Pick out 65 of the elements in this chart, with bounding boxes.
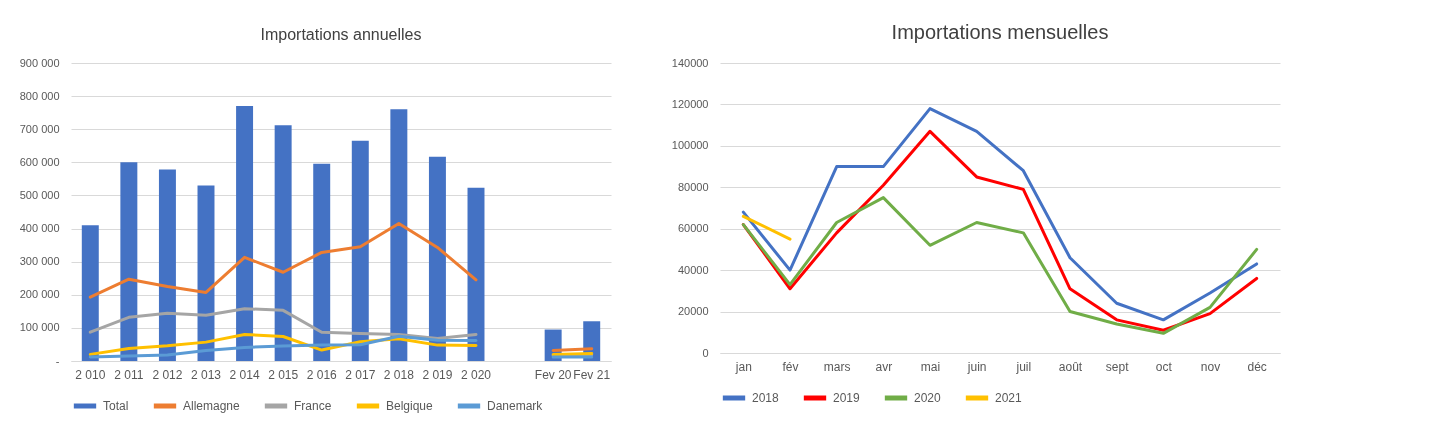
x-tick-label: août [1058, 359, 1083, 374]
bar [467, 187, 485, 361]
legend-label: Total [103, 399, 129, 413]
y-tick-label: 120000 [671, 97, 709, 110]
x-tick-label: déc [1247, 359, 1267, 374]
legend-label: France [294, 399, 332, 413]
y-tick-label: 500 000 [19, 188, 60, 201]
x-tick-label: Fev 20 [534, 367, 572, 382]
bar [120, 162, 138, 361]
x-tick-label: fév [782, 359, 799, 374]
y-tick-label: 700 000 [19, 122, 60, 135]
legend-label: Belgique [386, 399, 434, 413]
x-tick-label: 2 014 [229, 367, 260, 382]
bar [158, 169, 176, 361]
x-tick-label: avr [875, 359, 893, 374]
bar [351, 140, 369, 361]
chart-title: Importations mensuelles [891, 21, 1109, 43]
legend-label: 2018 [752, 391, 780, 405]
x-tick-label: nov [1200, 359, 1221, 374]
y-tick-label: 400 000 [19, 222, 60, 235]
y-tick-label: 60000 [677, 222, 709, 235]
x-tick-label: 2 012 [152, 367, 183, 382]
legend-label: 2020 [914, 391, 942, 405]
y-tick-label: 100000 [671, 139, 709, 152]
x-tick-label: 2 011 [114, 367, 144, 382]
y-tick-label: 40000 [677, 263, 709, 276]
x-tick-label: 2 017 [345, 367, 376, 382]
x-tick-label: oct [1155, 359, 1173, 374]
y-tick-label: 900 000 [19, 56, 60, 69]
legend-label: 2019 [833, 391, 861, 405]
x-tick-label: juil [1015, 359, 1032, 374]
x-tick-label: Fev 21 [573, 367, 611, 382]
y-tick-label: 140000 [671, 56, 709, 69]
y-tick-label: 200 000 [19, 288, 60, 301]
y-tick-label: 800 000 [19, 89, 60, 102]
legend-label: Danemark [487, 399, 544, 413]
x-tick-label: 2 015 [268, 367, 299, 382]
x-tick-label: juin [966, 359, 987, 374]
x-tick-label: sept [1105, 359, 1130, 374]
x-tick-label: 2 018 [383, 367, 415, 382]
y-tick-label: 100 000 [19, 321, 60, 334]
y-tick-label: 600 000 [19, 155, 60, 168]
y-tick-label: - [55, 354, 60, 367]
bar [390, 109, 408, 361]
y-tick-label: 20000 [677, 305, 709, 318]
y-tick-label: 300 000 [19, 255, 60, 268]
x-tick-label: 2 020 [460, 367, 492, 382]
line-series [741, 196, 1259, 335]
chart-title: Importations annuelles [260, 26, 422, 43]
legend-label: Allemagne [183, 399, 241, 413]
x-tick-label: 2 010 [75, 367, 106, 382]
y-tick-label: 0 [702, 346, 709, 359]
x-tick-label: jan [734, 359, 752, 374]
x-tick-label: 2 019 [422, 367, 453, 382]
bar [81, 225, 99, 361]
x-tick-label: 2 016 [306, 367, 338, 382]
bar [236, 106, 254, 361]
y-tick-label: 80000 [677, 180, 709, 193]
legend-label: 2021 [995, 391, 1023, 405]
bar [428, 156, 446, 361]
x-tick-label: 2 013 [190, 367, 222, 382]
bar [274, 125, 292, 361]
bar [313, 163, 331, 361]
x-tick-label: mai [920, 359, 941, 374]
x-tick-label: mars [823, 359, 851, 374]
